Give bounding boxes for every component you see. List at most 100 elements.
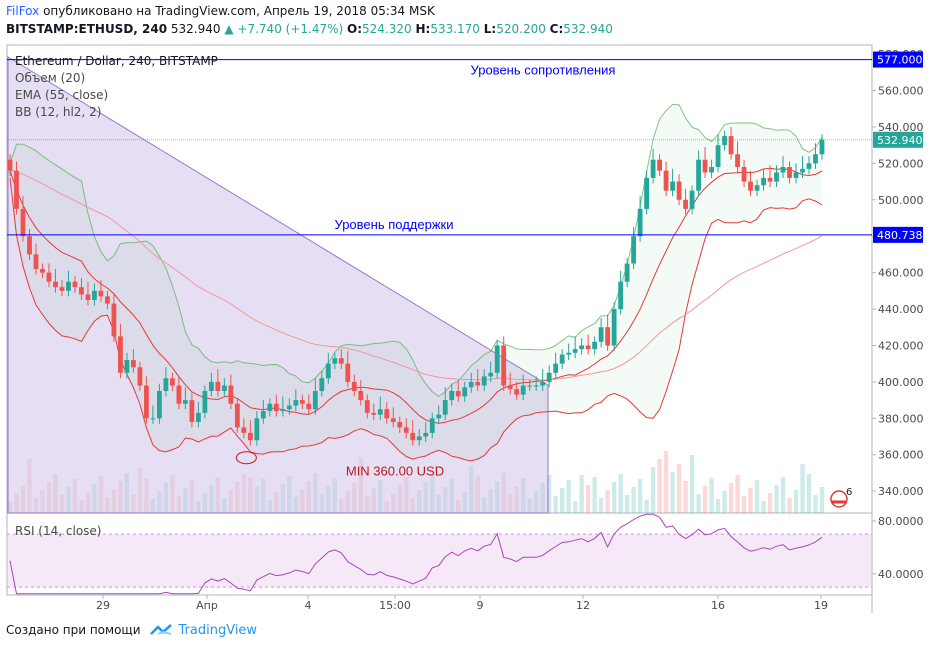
candle-body xyxy=(579,345,585,350)
candle-body xyxy=(234,403,240,428)
candle-body xyxy=(351,381,357,391)
volume-bar xyxy=(676,464,682,513)
volume-bar xyxy=(670,472,675,513)
candle-body xyxy=(338,358,344,364)
candle-body xyxy=(624,263,630,282)
candle-body xyxy=(46,272,52,282)
candle-body xyxy=(683,199,688,209)
volume-bar xyxy=(800,464,805,513)
y-tick-label: 440.000 xyxy=(878,303,924,316)
candle-body xyxy=(189,400,195,422)
candle-body xyxy=(566,352,572,355)
high-label: H: xyxy=(415,22,431,36)
candle-body xyxy=(111,303,117,337)
volume-bar xyxy=(618,474,623,513)
candle-body xyxy=(377,409,383,415)
candle-body xyxy=(14,170,19,209)
y-tick-label: 500.000 xyxy=(878,194,924,207)
candle-body xyxy=(260,411,266,419)
candle-body xyxy=(299,400,305,404)
publish-header: FilFox опубликовано на TradingView.com, … xyxy=(6,4,435,18)
candle-body xyxy=(241,427,247,433)
candle-body xyxy=(254,418,260,441)
candle-body xyxy=(208,381,214,391)
y-tick-label: 380.000 xyxy=(878,412,924,425)
candle-body xyxy=(819,139,825,155)
volume-bar xyxy=(761,501,766,513)
ema-legend[interactable]: EMA (55, close) xyxy=(15,88,108,102)
triangle-drawing xyxy=(7,56,549,514)
last-price-tag xyxy=(873,131,923,148)
events-flag-icon[interactable] xyxy=(830,490,848,508)
volume-bar xyxy=(585,485,591,513)
candle-body xyxy=(637,208,643,237)
chart-title: Ethereum / Dollar, 240, BITSTAMP xyxy=(15,54,218,68)
up-arrow-icon: ▲ xyxy=(224,22,234,36)
volume-legend[interactable]: Объем (20) xyxy=(15,71,85,85)
candle-body xyxy=(27,236,32,255)
volume-bar xyxy=(644,500,649,513)
volume-bar xyxy=(683,481,688,513)
candle-body xyxy=(53,281,58,288)
events-count: 6 xyxy=(846,487,852,498)
y-tick-label: 560.000 xyxy=(878,85,924,98)
candle-body xyxy=(390,418,396,422)
y-tick-label: 360.000 xyxy=(878,449,924,462)
candle-body xyxy=(92,290,97,300)
candle-body xyxy=(806,163,812,169)
candle-body xyxy=(157,390,162,419)
candle-body xyxy=(507,385,513,390)
candle-body xyxy=(182,400,188,404)
candle-body xyxy=(170,378,175,386)
candle-body xyxy=(176,385,182,404)
candle-body xyxy=(787,167,792,178)
symbol-label: BITSTAMP:ETHUSD, 240 xyxy=(6,22,168,36)
volume-bar xyxy=(566,480,571,513)
candle-body xyxy=(696,159,701,191)
bb-legend[interactable]: BB (12, hl2, 2) xyxy=(15,105,101,119)
candle-body xyxy=(105,296,110,304)
candle-body xyxy=(475,381,481,386)
candle-body xyxy=(462,387,468,397)
bollinger-lower-line xyxy=(9,177,823,462)
tradingview-link[interactable]: TradingView xyxy=(178,622,258,638)
rsi-legend[interactable]: RSI (14, close) xyxy=(15,524,101,538)
candle-body xyxy=(533,385,539,387)
candle-body xyxy=(559,354,565,364)
candle-body xyxy=(501,345,507,386)
volume-bar xyxy=(787,498,792,513)
last-price: 532.940 xyxy=(170,22,221,36)
candle-body xyxy=(429,418,435,433)
open-value: 524.320 xyxy=(362,22,412,36)
candle-body xyxy=(403,427,409,433)
candle-body xyxy=(592,341,598,350)
candle-body xyxy=(118,336,123,373)
candle-body xyxy=(436,414,442,419)
high-value: 533.170 xyxy=(430,22,480,36)
candle-body xyxy=(670,181,675,191)
candle-body xyxy=(66,281,71,291)
candle-body xyxy=(546,372,552,382)
price-change: +7.740 (+1.47%) xyxy=(237,22,344,36)
volume-bar xyxy=(767,493,773,513)
volume-bar xyxy=(624,495,630,513)
candle-body xyxy=(221,385,227,391)
candle-body xyxy=(364,400,370,413)
author-link[interactable]: FilFox xyxy=(6,4,40,18)
candle-body xyxy=(598,327,604,342)
y-tick-label: 520.000 xyxy=(878,157,924,170)
candle-body xyxy=(202,390,208,413)
candle-body xyxy=(228,385,234,404)
close-value: 532.940 xyxy=(563,22,613,36)
candle-body xyxy=(195,412,201,422)
candle-body xyxy=(79,287,84,295)
candle-body xyxy=(540,381,546,386)
rsi-y-tick-label: 80.0000 xyxy=(878,515,924,528)
candle-body xyxy=(611,309,617,346)
candle-body xyxy=(650,159,656,178)
x-tick-label: 9 xyxy=(477,599,484,612)
candle-body xyxy=(455,390,461,397)
candle-body xyxy=(319,378,325,391)
candle-body xyxy=(358,390,364,401)
